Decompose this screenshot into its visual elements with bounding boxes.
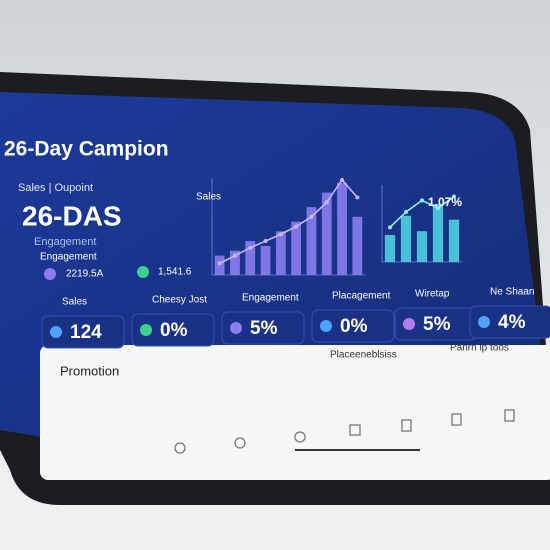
card-label: Ne Shaan — [490, 287, 534, 298]
card — [311, 309, 395, 343]
nav-icon[interactable] — [174, 442, 186, 454]
card-label: Wiretap — [415, 289, 450, 300]
panel-column: Placeeneblsiss — [330, 350, 397, 361]
chart-title: 1.07% — [428, 195, 462, 209]
trend-point — [436, 206, 440, 211]
bar — [432, 204, 444, 262]
card-value: 0% — [340, 316, 368, 337]
trend-point — [232, 253, 237, 258]
card-icon — [50, 326, 62, 338]
bar — [291, 221, 302, 275]
card-value: 0% — [160, 320, 188, 341]
card — [41, 315, 125, 349]
summary-value: 26-DAS — [22, 200, 122, 231]
panel-column: Panrn ip toos — [450, 343, 509, 354]
card-value: 4% — [498, 312, 526, 333]
title: 26-Day Campion — [4, 138, 169, 161]
bar — [260, 245, 271, 275]
icon — [137, 266, 149, 278]
bar — [400, 215, 412, 262]
card-value: 5% — [423, 314, 451, 335]
trend-point — [309, 214, 314, 219]
bar — [448, 219, 460, 262]
trend-point — [355, 195, 360, 200]
trend-point — [420, 198, 424, 203]
summary-sub: Engagement — [40, 252, 97, 263]
trend-point — [217, 261, 222, 266]
bar — [275, 231, 286, 275]
nav-icon[interactable] — [234, 437, 246, 449]
bar — [352, 216, 363, 275]
nav-icon[interactable] — [349, 424, 361, 436]
card-icon — [478, 316, 490, 328]
bar — [337, 182, 347, 275]
trend-point — [248, 245, 253, 250]
card-icon — [140, 324, 152, 336]
panel — [40, 345, 550, 480]
card — [131, 313, 215, 347]
trend-point — [278, 232, 283, 237]
card-label: Engagement — [242, 293, 299, 304]
bar — [230, 250, 240, 275]
card-label: Sales — [62, 297, 87, 308]
trend-point — [263, 239, 268, 244]
chart-title: Sales — [196, 192, 221, 203]
trend-point — [452, 194, 456, 199]
nav-icon[interactable] — [294, 431, 306, 443]
bar — [384, 235, 396, 262]
bar — [306, 207, 317, 275]
card-icon — [320, 320, 332, 332]
stat: 2219.5A — [66, 269, 104, 280]
nav-icons — [174, 409, 515, 454]
card — [469, 305, 550, 339]
trend-point — [388, 225, 392, 230]
stat: 1,541.6 — [158, 267, 192, 278]
nav-icon[interactable] — [401, 419, 412, 432]
trend-point — [340, 177, 345, 182]
trend-line — [219, 178, 358, 265]
bar — [245, 241, 256, 275]
nav-icon[interactable] — [504, 409, 515, 422]
card-icon — [403, 318, 415, 330]
card — [221, 311, 305, 345]
card-label: Cheesy Jost — [152, 295, 207, 306]
card-label: Placagement — [332, 291, 391, 302]
panel-title: Promotion — [60, 363, 119, 378]
trend-point — [404, 209, 408, 214]
summary-label: Sales | Oupoint — [18, 182, 93, 194]
trend-point — [324, 200, 329, 205]
trend-point — [294, 224, 299, 229]
nav-icon[interactable] — [451, 413, 462, 426]
card-value: 5% — [250, 318, 278, 339]
bar — [416, 231, 428, 262]
summary-sub: Engagement — [34, 236, 96, 248]
icon — [44, 268, 56, 280]
card-value: 124 — [70, 322, 102, 343]
card-icon — [230, 322, 242, 334]
bar — [321, 192, 332, 275]
